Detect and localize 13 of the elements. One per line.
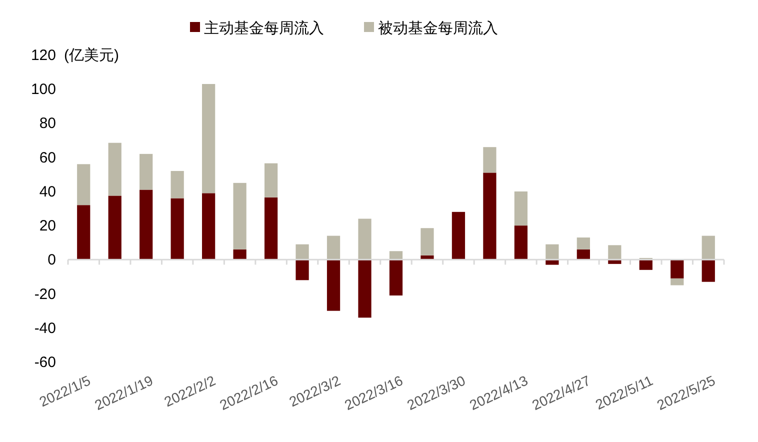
y-tick-label: -20 bbox=[34, 286, 56, 303]
y-tick-label: 60 bbox=[39, 149, 56, 166]
y-tick-label: 40 bbox=[39, 183, 56, 200]
legend-label: 主动基金每周流入 bbox=[204, 20, 324, 37]
y-tick-label: 20 bbox=[39, 218, 56, 235]
y-tick-label: -60 bbox=[34, 354, 56, 371]
y-tick-label: 80 bbox=[39, 115, 56, 132]
y-tick-label: 120 bbox=[30, 47, 56, 64]
legend-label: 被动基金每周流入 bbox=[378, 20, 498, 37]
y-tick-label: -40 bbox=[34, 320, 56, 337]
y-axis-title: (亿美元) bbox=[64, 47, 119, 64]
y-tick-label: 100 bbox=[30, 81, 56, 98]
y-tick-label: 0 bbox=[48, 252, 56, 269]
